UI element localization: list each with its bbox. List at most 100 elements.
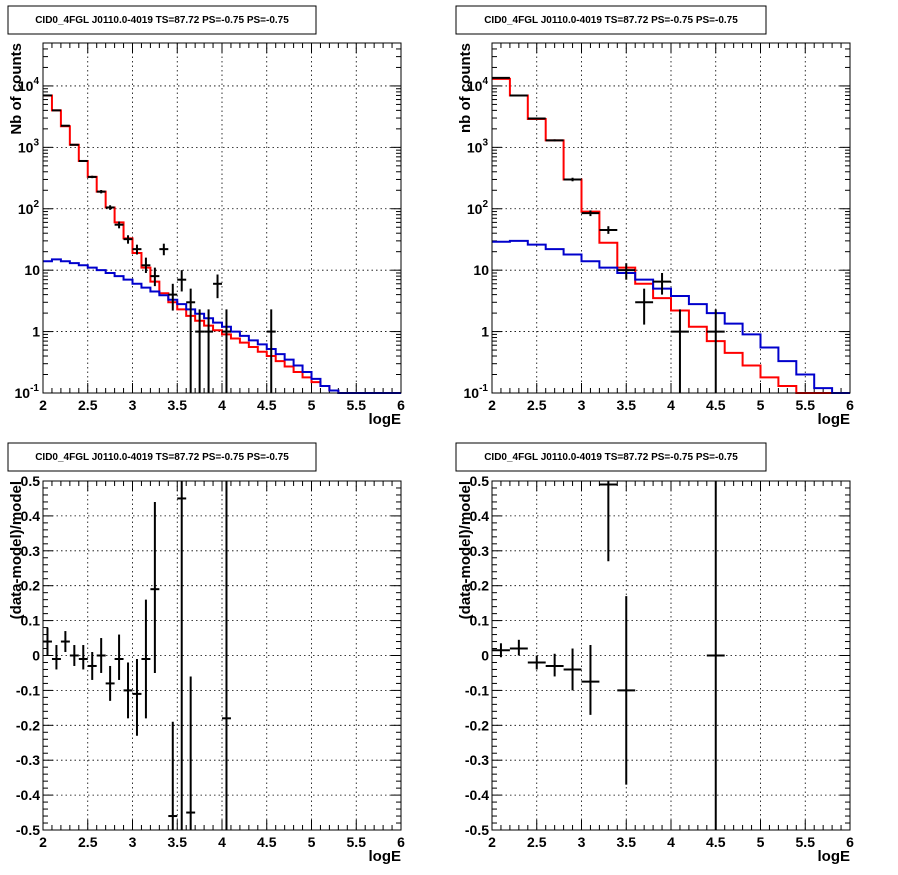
x-tick-label: 5.5 bbox=[796, 397, 816, 413]
y-tick-label: -0.2 bbox=[16, 717, 40, 733]
title-frame bbox=[7, 442, 317, 472]
x-tick-label: 2.5 bbox=[78, 397, 98, 413]
data-point bbox=[43, 94, 52, 97]
y-tick-label: -0.3 bbox=[465, 752, 489, 768]
y-tick-label: -0.4 bbox=[16, 787, 40, 803]
x-tick-label: 5 bbox=[757, 397, 765, 413]
y-tick-label-base: 10 bbox=[464, 385, 480, 401]
x-tick-label: 6 bbox=[846, 397, 854, 413]
x-tick-label: 2 bbox=[488, 397, 496, 413]
y-tick-label: 103 bbox=[18, 137, 40, 155]
background-histogram-line bbox=[492, 239, 850, 394]
data-point bbox=[222, 309, 231, 393]
y-tick-label: 1 bbox=[481, 324, 489, 340]
x-tick-label: 2 bbox=[488, 834, 496, 850]
data-point bbox=[150, 267, 160, 287]
title-box: CID0_4FGL J0110.0-4019 TS=87.72 PS=-0.75… bbox=[7, 442, 317, 472]
data-point bbox=[60, 631, 70, 653]
y-tick-label-base: 10 bbox=[18, 139, 34, 155]
y-tick-label: -0.2 bbox=[465, 717, 489, 733]
grid-lines bbox=[492, 481, 850, 830]
x-tick-label: 6 bbox=[397, 834, 405, 850]
y-tick-label-exponent: 4 bbox=[482, 76, 488, 87]
x-tick-label: 4.5 bbox=[257, 397, 277, 413]
y-tick-label: 0.5 bbox=[21, 473, 41, 489]
y-axis-label: Nb of counts bbox=[8, 43, 25, 135]
y-tick-label: 104 bbox=[18, 76, 40, 94]
data-point bbox=[177, 481, 187, 830]
y-tick-label: 0.3 bbox=[470, 543, 490, 559]
x-tick-label: 5.5 bbox=[347, 397, 367, 413]
y-tick-label-exponent: -1 bbox=[479, 383, 488, 394]
x-axis-label: logE bbox=[369, 411, 402, 428]
x-tick-label: 2.5 bbox=[527, 834, 547, 850]
data-point bbox=[213, 274, 222, 299]
y-tick-label-exponent: 3 bbox=[482, 137, 488, 148]
x-tick-label: 5.5 bbox=[796, 834, 816, 850]
plot-frame bbox=[491, 480, 851, 831]
y-tick-label: 0.1 bbox=[21, 613, 41, 629]
y-tick-label: 102 bbox=[467, 199, 489, 217]
chart-title: CID0_4FGL J0110.0-4019 TS=87.72 PS=-0.75… bbox=[35, 15, 289, 26]
data-point bbox=[527, 655, 546, 670]
data-point bbox=[78, 159, 88, 162]
x-tick-label: 4.5 bbox=[257, 834, 277, 850]
data-point bbox=[51, 645, 61, 670]
x-tick-label: 4.5 bbox=[706, 834, 726, 850]
data-point bbox=[195, 309, 205, 393]
x-axis-label: logE bbox=[818, 848, 851, 865]
data-point bbox=[563, 177, 582, 182]
y-axis-label: (data-model)/model bbox=[457, 481, 474, 619]
data-point bbox=[186, 676, 196, 830]
x-tick-label: 2 bbox=[39, 834, 47, 850]
x-tick-label: 4 bbox=[218, 834, 226, 850]
y-tick-label-base: 10 bbox=[18, 201, 34, 217]
data-point bbox=[204, 309, 214, 393]
y-tick-label: 0.2 bbox=[21, 578, 41, 594]
x-tick-label: 5.5 bbox=[347, 834, 367, 850]
x-tick-label: 3.5 bbox=[168, 834, 188, 850]
x-tick-label: 4.5 bbox=[706, 397, 726, 413]
y-tick-label: -0.5 bbox=[16, 822, 40, 838]
grid-lines bbox=[43, 43, 401, 393]
data-point bbox=[141, 599, 151, 719]
data-point bbox=[492, 76, 510, 79]
model-histogram-line bbox=[43, 94, 401, 394]
y-tick-label: -0.3 bbox=[16, 752, 40, 768]
y-tick-label: 103 bbox=[467, 137, 489, 155]
data-point bbox=[105, 205, 115, 210]
y-axis-label: nb of counts bbox=[457, 43, 474, 133]
title-frame bbox=[455, 442, 767, 472]
x-tick-label: 3.5 bbox=[168, 397, 188, 413]
data-point bbox=[123, 662, 133, 719]
data-point bbox=[96, 190, 106, 194]
x-tick-label: 2 bbox=[39, 397, 47, 413]
title-box: CID0_4FGL J0110.0-4019 TS=87.72 PS=-0.75… bbox=[7, 5, 317, 35]
y-tick-label: -0.1 bbox=[16, 682, 40, 698]
x-tick-label: 3.5 bbox=[617, 397, 637, 413]
x-tick-label: 2.5 bbox=[527, 397, 547, 413]
y-tick-label: 10-1 bbox=[464, 383, 489, 401]
y-tick-label-exponent: 2 bbox=[33, 199, 39, 210]
axis-ticks bbox=[42, 42, 402, 394]
y-tick-label: 10-1 bbox=[15, 383, 40, 401]
data-point bbox=[509, 639, 528, 656]
data-point bbox=[51, 109, 61, 112]
data-point bbox=[114, 221, 124, 229]
x-tick-label: 4 bbox=[667, 397, 675, 413]
data-point bbox=[60, 124, 70, 127]
data-point bbox=[635, 288, 654, 325]
y-tick-label: -0.1 bbox=[465, 682, 489, 698]
data-point bbox=[545, 653, 564, 677]
x-axis-label: logE bbox=[369, 848, 402, 865]
y-tick-label: -0.4 bbox=[465, 787, 489, 803]
title-box: CID0_4FGL J0110.0-4019 TS=87.72 PS=-0.75… bbox=[455, 442, 767, 472]
y-tick-label-base: 10 bbox=[467, 139, 483, 155]
data-point bbox=[581, 645, 600, 715]
chart-panel-1: 2 2.5 3 3.5 4 4.5 5 5.5 610-1110102103104logENb … bbox=[7, 5, 405, 428]
data-point bbox=[168, 283, 178, 311]
chart-title: CID0_4FGL J0110.0-4019 TS=87.72 PS=-0.75… bbox=[484, 15, 738, 26]
y-tick-label: 10 bbox=[24, 262, 40, 278]
chart-panel-3: 2 2.5 3 3.5 4 4.5 5 5.5 6 -0.5 -0.4 -0.3 -0.2 -0.1 0 0.… bbox=[7, 442, 405, 865]
chart-title: CID0_4FGL J0110.0-4019 TS=87.72 PS=-0.75… bbox=[35, 452, 289, 463]
